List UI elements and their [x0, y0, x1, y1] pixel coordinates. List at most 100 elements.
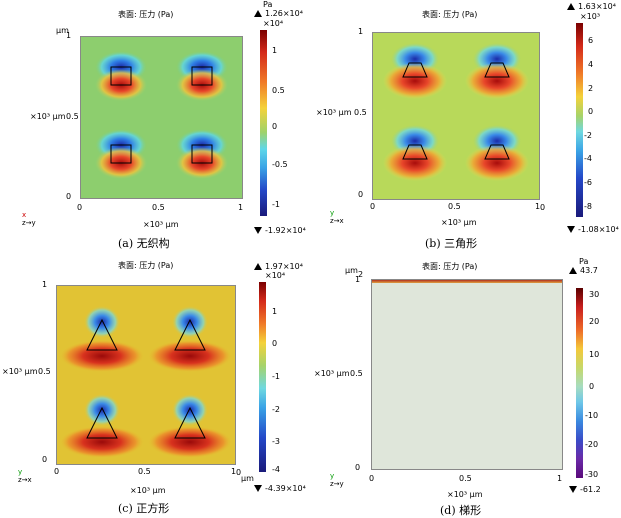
colorbar — [576, 23, 583, 217]
y-unit: μm — [345, 266, 358, 275]
x-tick: 1 — [557, 474, 563, 483]
figure-caption: (c) 正方形 — [118, 502, 170, 515]
colorbar — [260, 30, 267, 216]
colorbar-tick: 0 — [588, 107, 594, 116]
colorbar-tick: 1 — [272, 307, 278, 316]
colorbar-tick: -20 — [585, 440, 599, 449]
colorbar-tick: 2 — [588, 84, 594, 93]
texture-cell — [95, 51, 147, 101]
colorbar-tick: 6 — [588, 36, 594, 45]
colorbar-max: 1.26×10⁴ — [254, 9, 303, 19]
max-marker-icon — [254, 10, 262, 17]
plot-title: 表面: 压力 (Pa) — [422, 262, 478, 271]
pressure-field-plot — [80, 36, 243, 199]
plot-title: 表面: 压力 (Pa) — [118, 10, 174, 19]
x-tick-extra: 0 — [236, 468, 242, 477]
y-tick: 0.5 — [354, 108, 367, 117]
colorbar-tick: -2 — [272, 405, 280, 414]
y-tick: 0 — [66, 192, 72, 201]
x-tick: 1 — [535, 202, 541, 211]
triad-top: y — [18, 468, 23, 476]
y-tick: 0.5 — [350, 369, 363, 378]
x-tick: 0 — [369, 474, 375, 483]
pressure-edge-band — [372, 280, 562, 283]
colorbar-max: 1.63×10⁴ — [567, 2, 616, 12]
x-axis-label: ×10³ μm — [130, 486, 166, 495]
colorbar-tick: -1 — [272, 372, 280, 381]
plot-title: 表面: 压力 (Pa) — [422, 10, 478, 19]
y-axis-label: ×10³ μm — [2, 367, 38, 376]
y-tick: 1 — [66, 31, 72, 40]
y-tick: 0.5 — [66, 112, 79, 121]
colorbar-exponent: ×10⁴ — [265, 271, 286, 280]
figure-caption: (a) 无织构 — [118, 237, 170, 250]
texture-cell — [465, 43, 529, 99]
y-tick: 0 — [358, 190, 364, 199]
x-tick: 0 — [54, 467, 60, 476]
colorbar-tick: -4 — [272, 465, 280, 474]
texture-cell — [383, 125, 447, 181]
max-marker-icon — [569, 267, 577, 274]
triad-top: x — [22, 211, 27, 219]
pressure-field-plot — [56, 285, 236, 465]
texture-cell — [60, 394, 144, 458]
colorbar-unit: Pa — [263, 0, 273, 9]
x-tick-extra: 0 — [540, 203, 546, 212]
y-axis-label: ×10³ μm — [30, 112, 66, 121]
pressure-field-svg — [373, 33, 539, 199]
colorbar-tick: 0 — [589, 382, 595, 391]
y-axis-label: ×10³ μm — [316, 108, 352, 117]
texture-cell — [176, 51, 228, 101]
triad-top: y — [330, 209, 335, 217]
triad-top: y — [330, 472, 335, 480]
colorbar-tick: 0 — [272, 339, 278, 348]
figure-caption: (b) 三角形 — [425, 237, 478, 250]
min-marker-icon — [569, 486, 577, 493]
x-tick: 0.5 — [448, 202, 461, 211]
colorbar-tick: 4 — [588, 60, 594, 69]
y-tick: 1 — [355, 275, 361, 284]
colorbar — [259, 282, 266, 472]
colorbar-tick: -8 — [584, 202, 592, 211]
x-tick: 1 — [238, 203, 244, 212]
max-marker-icon — [254, 263, 262, 270]
plot-title: 表面: 压力 (Pa) — [118, 261, 174, 270]
axis-triad: x z→y — [22, 211, 36, 227]
y-axis-label: ×10³ μm — [314, 369, 350, 378]
pressure-field-svg — [57, 286, 235, 464]
colorbar-tick: -30 — [585, 470, 599, 479]
pressure-field-plot — [372, 32, 540, 200]
texture-cell — [465, 125, 529, 181]
colorbar-tick: -0.5 — [272, 160, 288, 169]
colorbar-tick: -3 — [272, 437, 280, 446]
axis-triad: y z→x — [330, 209, 344, 225]
colorbar-max: 1.97×10⁴ — [254, 262, 303, 272]
colorbar-max: 43.7 — [569, 266, 598, 276]
texture-cell — [95, 129, 147, 179]
axis-triad: y z→y — [330, 472, 344, 488]
min-marker-icon — [254, 485, 262, 492]
texture-cell — [176, 129, 228, 179]
colorbar-min: -4.39×10⁴ — [254, 484, 306, 494]
triad-bottom: z→y — [330, 480, 344, 488]
colorbar-tick: 30 — [589, 290, 600, 299]
colorbar-tick: -6 — [584, 178, 592, 187]
colorbar — [576, 288, 583, 478]
min-marker-icon — [567, 226, 575, 233]
y-tick: 0 — [42, 455, 48, 464]
colorbar-tick: -2 — [584, 131, 592, 140]
x-axis-label: ×10³ μm — [441, 218, 477, 227]
triad-bottom: z→y — [22, 219, 36, 227]
x-tick: 0.5 — [459, 474, 472, 483]
texture-cell — [60, 306, 144, 372]
colorbar-exponent: ×10³ — [580, 12, 601, 21]
colorbar-min: -1.92×10⁴ — [254, 226, 306, 236]
x-tick: 0.5 — [138, 467, 151, 476]
x-axis-label: ×10³ μm — [143, 220, 179, 229]
y-unit: μm — [56, 26, 69, 35]
colorbar-exponent: ×10⁴ — [263, 19, 284, 28]
triad-bottom: z→x — [330, 217, 344, 225]
axis-triad: y z→x — [18, 468, 32, 484]
colorbar-tick: 10 — [589, 350, 600, 359]
y-tick: 0 — [355, 463, 361, 472]
